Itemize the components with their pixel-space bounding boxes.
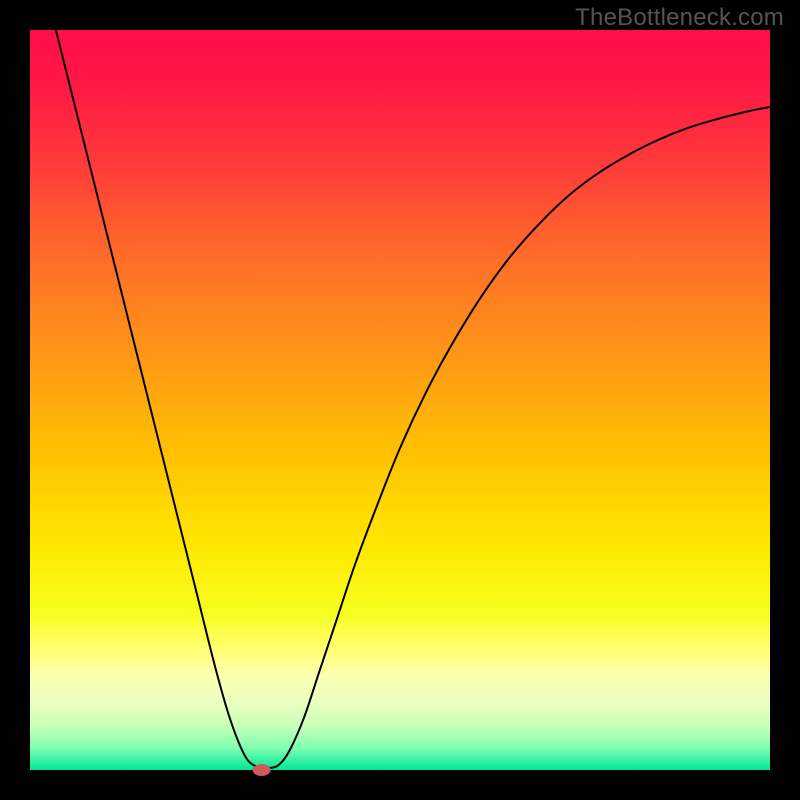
minimum-marker — [253, 764, 271, 776]
chart-root: TheBottleneck.com — [0, 0, 800, 800]
bottleneck-chart — [0, 0, 800, 800]
plot-area — [30, 30, 770, 770]
watermark-text: TheBottleneck.com — [575, 4, 784, 32]
